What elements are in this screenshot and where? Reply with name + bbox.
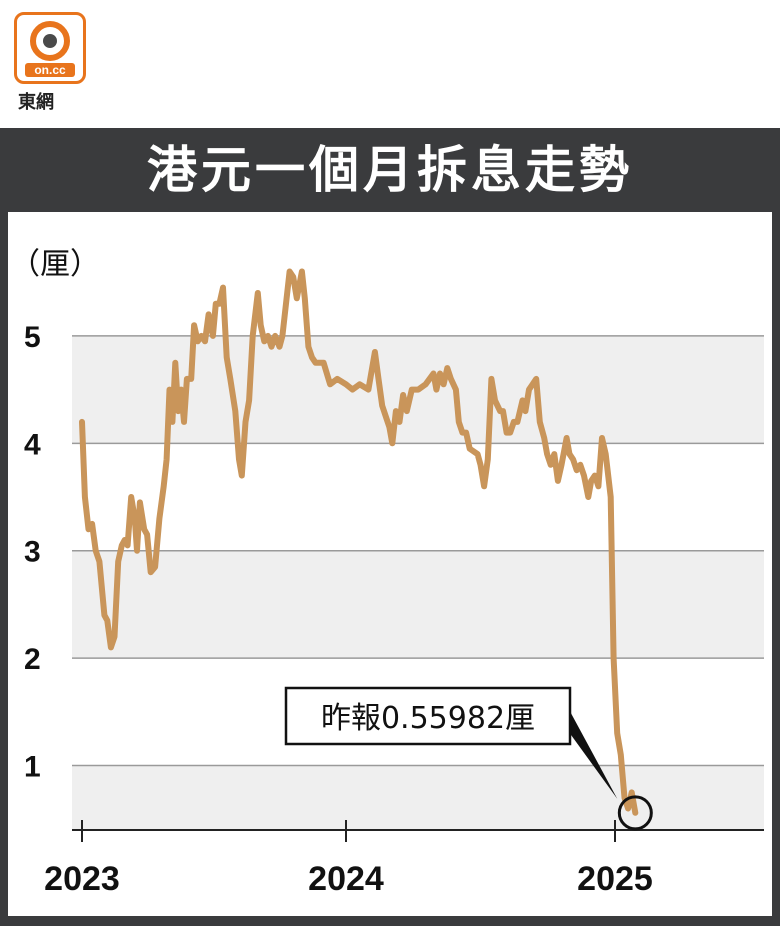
y-tick-label: 2 — [24, 643, 41, 676]
grid-band — [72, 765, 764, 830]
annotation-circle — [617, 795, 653, 831]
y-tick-label: 1 — [24, 751, 41, 784]
y-axis-label: （厘） — [10, 247, 100, 282]
chart-area: 2023 2024 2025 1 2 3 4 5 （厘） 昨報0.55982厘 — [8, 212, 772, 916]
logo-brand-text: on.cc — [34, 63, 66, 77]
line-chart: 2023 2024 2025 1 2 3 4 5 （厘） 昨報0.55982厘 — [10, 247, 764, 898]
x-tick-label: 2025 — [577, 860, 653, 898]
x-tick-label: 2024 — [308, 860, 384, 898]
logo-name: 東網 — [18, 92, 54, 113]
y-tick-label: 5 — [24, 321, 41, 354]
y-tick-label: 4 — [24, 428, 41, 461]
logo-mark: on.cc — [14, 12, 86, 84]
series-line — [79, 268, 639, 816]
x-tick-label: 2023 — [44, 860, 120, 898]
y-tick-label: 3 — [24, 536, 41, 569]
logo: on.cc 東網 — [14, 12, 92, 113]
annotation-box — [284, 686, 572, 746]
annotation-pointer — [566, 704, 618, 799]
grid-band — [72, 550, 764, 659]
oncc-logo-icon: on.cc — [25, 21, 75, 77]
annotation-text: 昨報0.55982厘 — [321, 701, 535, 736]
chart-title: 港元一個月拆息走勢 — [147, 141, 633, 199]
